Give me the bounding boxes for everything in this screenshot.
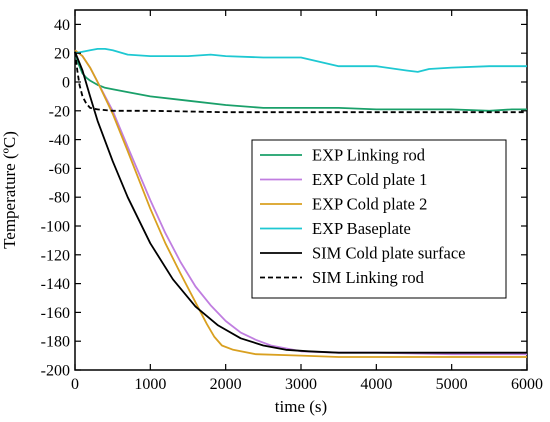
- legend-box: [251, 139, 507, 299]
- y-tick-label: -160: [41, 305, 70, 322]
- y-tick-label: -80: [49, 190, 70, 207]
- x-tick-label: 2000: [210, 376, 242, 393]
- y-tick-label: 20: [54, 46, 70, 63]
- legend-label-exp-baseplate: EXP Baseplate: [312, 219, 411, 238]
- y-tick-label: 40: [54, 17, 70, 34]
- series-line-sim-linking-rod: [74, 51, 527, 114]
- axis-ticks: 0 1000 2000 3000 4000 5000 6000-200-180-160-14…: [41, 10, 543, 393]
- y-tick-label: -20: [49, 103, 70, 120]
- series-line-exp-linking-rod: [74, 51, 527, 112]
- series-line-exp-baseplate: [74, 48, 527, 73]
- series-line-sim-cold-plate-surface: [74, 51, 527, 354]
- x-axis-title: time (s): [275, 397, 327, 416]
- y-axis-title: Temperature (ºC): [0, 131, 19, 249]
- y-tick-label: 0: [62, 75, 70, 92]
- y-tick-label: -180: [41, 334, 70, 351]
- series-line-exp-cold-plate-2: [74, 49, 527, 358]
- legend-label-exp-cold-plate-1: EXP Cold plate 1: [312, 170, 427, 189]
- x-tick-label: 3000: [285, 376, 317, 393]
- series-lines: [74, 48, 527, 358]
- legend-label-exp-linking-rod: EXP Linking rod: [312, 146, 426, 165]
- x-tick-label: 5000: [436, 376, 468, 393]
- y-tick-label: -100: [41, 219, 70, 236]
- x-tick-label: 0: [71, 376, 79, 393]
- legend-label-exp-cold-plate-2: EXP Cold plate 2: [312, 195, 427, 214]
- x-tick-label: 1000: [134, 376, 166, 393]
- y-tick-label: -60: [49, 161, 70, 178]
- y-tick-label: -40: [49, 132, 70, 149]
- x-tick-label: 6000: [511, 376, 543, 393]
- legend-label-sim-cold-plate-surface: SIM Cold plate surface: [312, 244, 466, 263]
- legend-label-sim-linking-rod: SIM Linking rod: [312, 268, 425, 287]
- y-tick-label: -200: [41, 363, 70, 380]
- y-tick-label: -140: [41, 276, 70, 293]
- legend: EXP Linking rod EXP Cold plate 1 EXP Cold …: [251, 139, 507, 299]
- y-tick-label: -120: [41, 247, 70, 264]
- x-tick-label: 4000: [360, 376, 392, 393]
